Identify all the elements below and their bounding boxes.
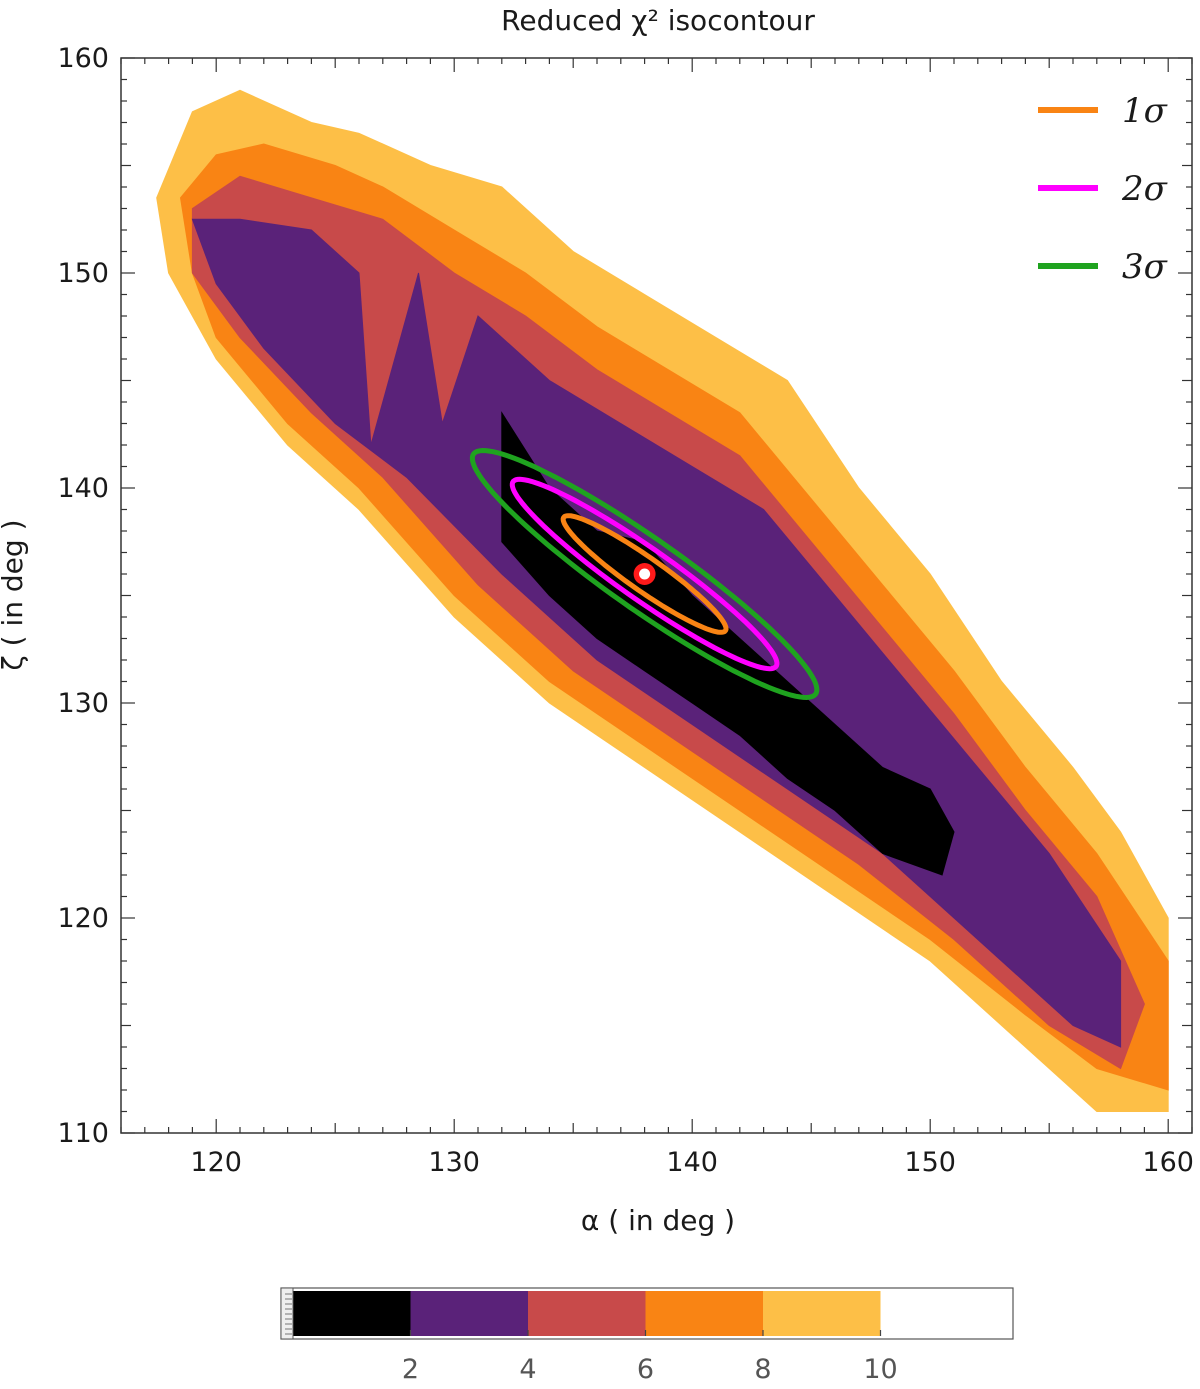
legend-label-2sigma: 2σ [1121,169,1168,209]
colorbar-tick-label: 8 [754,1354,771,1385]
axes: 120 130 140 150 160 110 120 130 140 150 160 [57,43,1194,1178]
x-axis-label: α ( in deg ) [581,1204,735,1237]
colorbar: 2 4 6 8 10 [280,1287,1014,1385]
colorbar-swatch-6 [880,1291,998,1336]
y-tick-label: 110 [57,1118,109,1149]
chart-title: Reduced χ² isocontour [501,4,815,37]
y-tick-label: 160 [57,43,109,74]
colorbar-tick-label: 6 [637,1354,654,1385]
legend-label-3sigma: 3σ [1122,247,1168,287]
x-tick-label: 150 [904,1147,956,1178]
ellipse-3sigma [469,447,820,701]
colorbar-swatch-3 [528,1291,646,1336]
y-axis-label: ζ ( in deg ) [0,520,29,671]
x-tick-label: 130 [428,1147,480,1178]
y-tick-label: 120 [57,903,109,934]
colorbar-tick-label: 4 [519,1354,536,1385]
colorbar-swatch-5 [763,1291,881,1336]
colorbar-swatch-1 [293,1291,411,1336]
colorbar-tick-label: 2 [402,1354,419,1385]
colorbar-swatch-2 [410,1291,528,1336]
colorbar-tick-label: 10 [863,1354,897,1385]
best-fit-marker-inner [639,568,651,580]
y-tick-label: 140 [57,473,109,504]
plot-area [156,89,1169,1112]
y-tick-label: 150 [57,258,109,289]
x-tick-label: 120 [190,1147,242,1178]
ellipse-1sigma [560,513,729,635]
y-tick-label: 130 [57,688,109,719]
colorbar-swatch-4 [645,1291,763,1336]
x-tick-label: 140 [666,1147,718,1178]
ellipse-2sigma [509,476,780,672]
legend-label-1sigma: 1σ [1122,91,1168,131]
x-tick-label: 160 [1142,1147,1194,1178]
legend: 1σ 2σ 3σ [1038,91,1168,287]
